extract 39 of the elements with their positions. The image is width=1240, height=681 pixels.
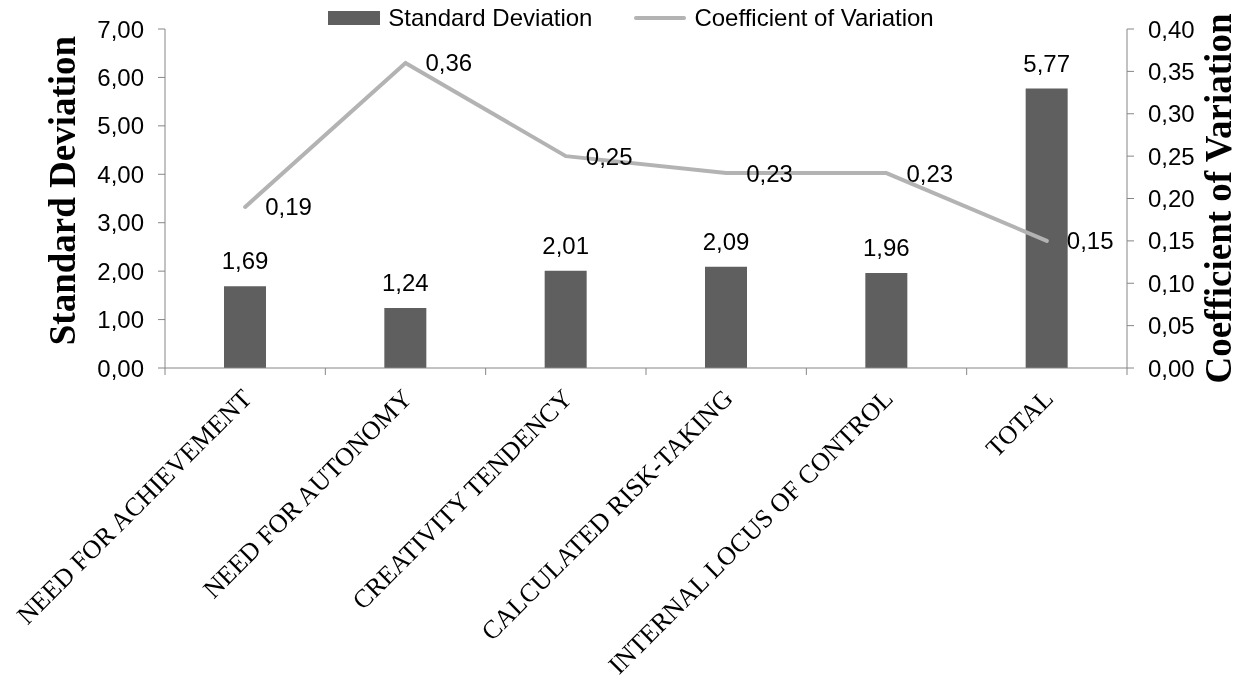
data-label: 1,24 — [381, 268, 429, 296]
y-tick-label: 7,00 — [97, 15, 144, 43]
bar — [865, 273, 908, 368]
y2-tick-label: 0,40 — [1148, 15, 1195, 43]
y2-axis-title: Coefficient of Variation — [1197, 13, 1239, 384]
y2-tick-label: 0,25 — [1148, 142, 1195, 170]
y-tick-label: 4,00 — [97, 160, 144, 188]
y-tick-label: 0,00 — [97, 354, 144, 382]
bar — [1025, 88, 1068, 368]
data-label: 0,36 — [425, 49, 473, 77]
data-label: 0,23 — [906, 159, 954, 187]
bar — [224, 286, 266, 368]
y2-tick-label: 0,00 — [1148, 354, 1195, 382]
data-label: 2,01 — [542, 231, 590, 259]
bar — [384, 307, 427, 368]
data-label: 2,09 — [702, 227, 750, 255]
y2-tick-label: 0,30 — [1148, 100, 1195, 128]
y-tick-label: 3,00 — [97, 209, 144, 237]
data-label: 0,19 — [265, 193, 312, 221]
bar — [544, 270, 587, 368]
y2-tick-label: 0,05 — [1148, 312, 1195, 340]
y2-tick-label: 0,35 — [1148, 57, 1195, 85]
data-label: 1,96 — [862, 234, 910, 262]
legend-label: Coefficient of Variation — [694, 4, 934, 32]
data-label: 1,69 — [221, 247, 269, 275]
legend-label: Standard Deviation — [388, 4, 593, 32]
data-label: 0,15 — [1066, 227, 1114, 255]
data-label: 0,23 — [746, 159, 793, 187]
y-axis-title: Standard Deviation — [41, 35, 83, 346]
y-tick-label: 1,00 — [97, 306, 144, 334]
y-tick-label: 2,00 — [97, 257, 144, 285]
data-label: 5,77 — [1023, 49, 1071, 77]
y-tick-label: 6,00 — [97, 63, 144, 91]
data-label: 0,25 — [585, 142, 633, 170]
y2-tick-label: 0,20 — [1148, 185, 1195, 213]
y2-tick-label: 0,10 — [1148, 269, 1195, 297]
y-tick-label: 5,00 — [97, 112, 144, 140]
bar — [705, 266, 747, 368]
y2-tick-label: 0,15 — [1148, 227, 1195, 255]
